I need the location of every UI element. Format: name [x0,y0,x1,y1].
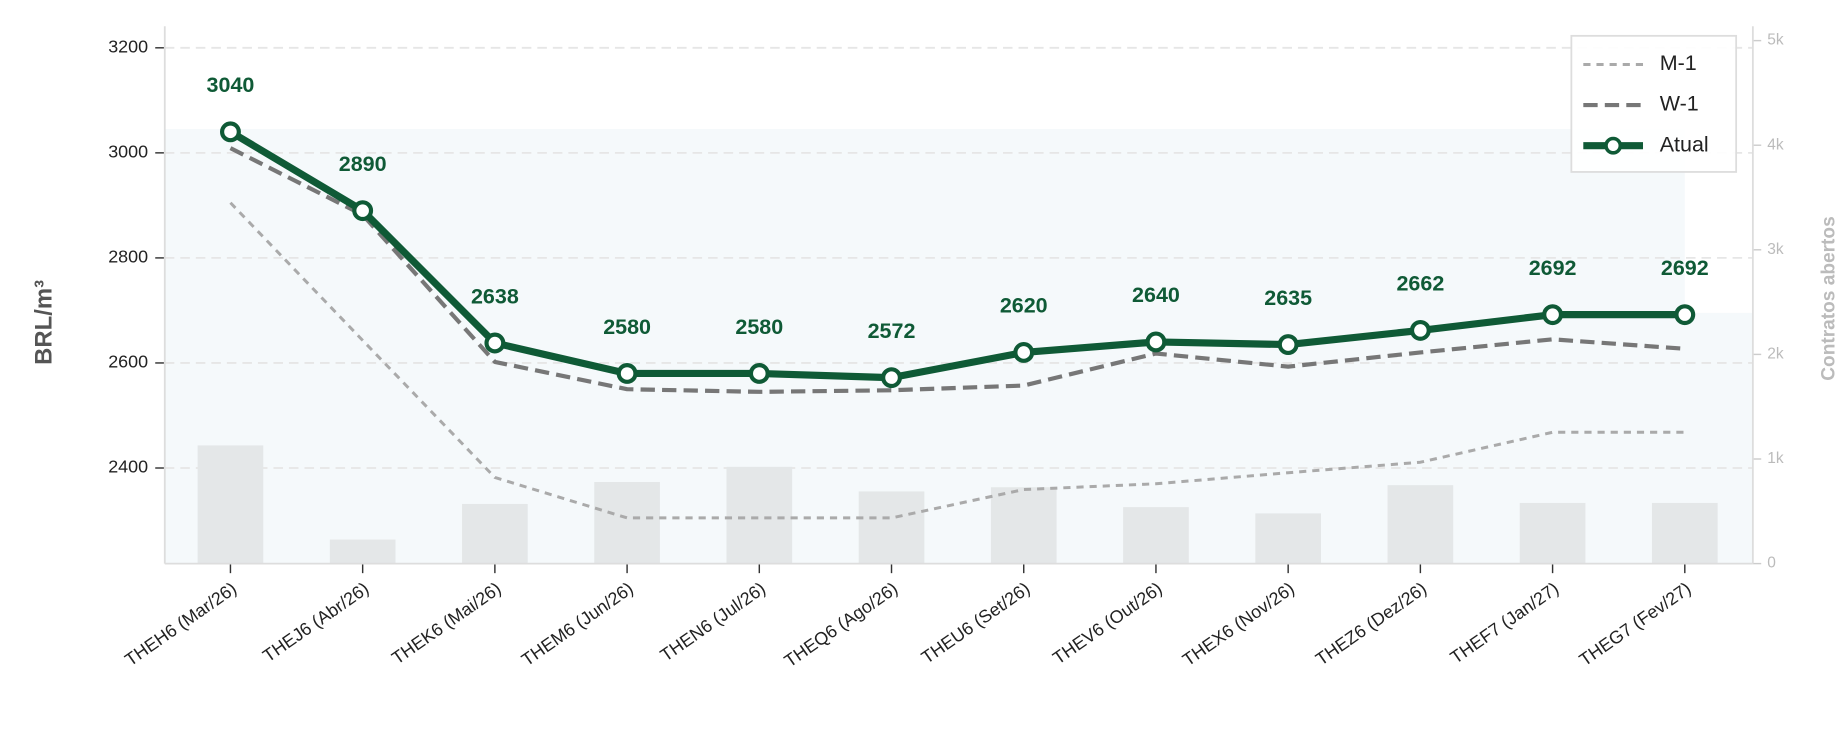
x-tick-label: THEF7 (Jan/27) [1447,578,1563,667]
bar [1123,507,1189,564]
y2-tick-label: 0 [1767,555,1776,572]
data-label: 2890 [339,152,387,176]
marker [484,332,506,354]
lines: 3040 2890 2638 2580 2580 2572 2620 2640 2635 2662… [207,73,1709,520]
background-band [164,128,1753,564]
x-tick-label: THEV6 (Out/26) [1049,578,1166,668]
y2-tick-label: 1k [1767,450,1784,467]
marker [616,363,638,384]
marker [881,367,902,389]
x-tick-label: THEJ6 (Abr/26) [259,578,372,666]
data-label: 2692 [1661,256,1709,280]
data-label: 2638 [471,284,519,308]
marker [1145,331,1167,353]
data-label: 2620 [1000,294,1048,318]
data-label: 3040 [207,73,255,97]
marker [1409,319,1431,341]
data-label: 2662 [1396,272,1444,296]
y2-axis-label: Contratos abertos [1818,216,1839,380]
bar [197,445,264,564]
y-tick-label: 3200 [108,37,148,57]
bar [462,503,528,564]
bar [1255,513,1321,564]
marker [1277,334,1299,356]
bar [858,491,925,564]
legend-label: M-1 [1660,51,1697,75]
data-label: 2692 [1529,256,1577,280]
legend-label: W-1 [1660,92,1699,116]
data-label: 2580 [735,315,783,339]
x-tick-label: THEK6 (Mai/26) [388,578,505,668]
x-tick-label: THEZ6 (Dez/26) [1312,578,1430,669]
bar [1651,502,1718,564]
bar [329,539,396,564]
y-axis-label: BRL/m³ [31,280,58,365]
marker [1013,342,1035,363]
y-tick-label: 2600 [108,352,148,372]
bar [726,466,793,564]
x-tick-label: THEU6 (Set/26) [918,578,1034,667]
x-tick-label: THEM6 (Jun/26) [518,578,637,670]
y2-tick-label: 2k [1767,345,1784,362]
legend-marker [1604,136,1623,155]
marker [1542,304,1564,326]
x-tick-label: THEQ6 (Ago/26) [781,578,902,671]
x-tick-label: THEG7 (Fev/27) [1576,578,1695,670]
x-tick-label: THEH6 (Mar/26) [121,578,240,670]
data-label: 2580 [603,315,651,339]
y2-tick-label: 3k [1767,241,1784,258]
data-label: 2640 [1132,283,1180,307]
bars [197,445,1718,564]
marker [748,363,770,384]
bar [990,487,1057,564]
marker [1674,304,1696,326]
y-tick-label: 2400 [108,457,148,477]
bar [1387,485,1454,564]
series-line [228,128,1685,382]
y2-tick-label: 4k [1767,136,1784,153]
marker [352,200,374,222]
data-label: 2635 [1264,286,1312,310]
legend-label: Atual [1660,132,1709,156]
bar [1519,502,1586,564]
legend: M-1 W-1 Atual [1570,34,1738,173]
data-label: 2572 [868,319,916,343]
bar [594,482,660,564]
y-tick-label: 2800 [108,247,148,267]
series-line [229,146,1685,394]
x-tick-label: THEN6 (Jul/26) [657,578,770,665]
y2-tick-label: 5k [1767,32,1784,49]
y-tick-label: 3000 [108,142,148,162]
marker [220,121,241,143]
x-tick-label: THEX6 (Nov/26) [1179,578,1298,670]
